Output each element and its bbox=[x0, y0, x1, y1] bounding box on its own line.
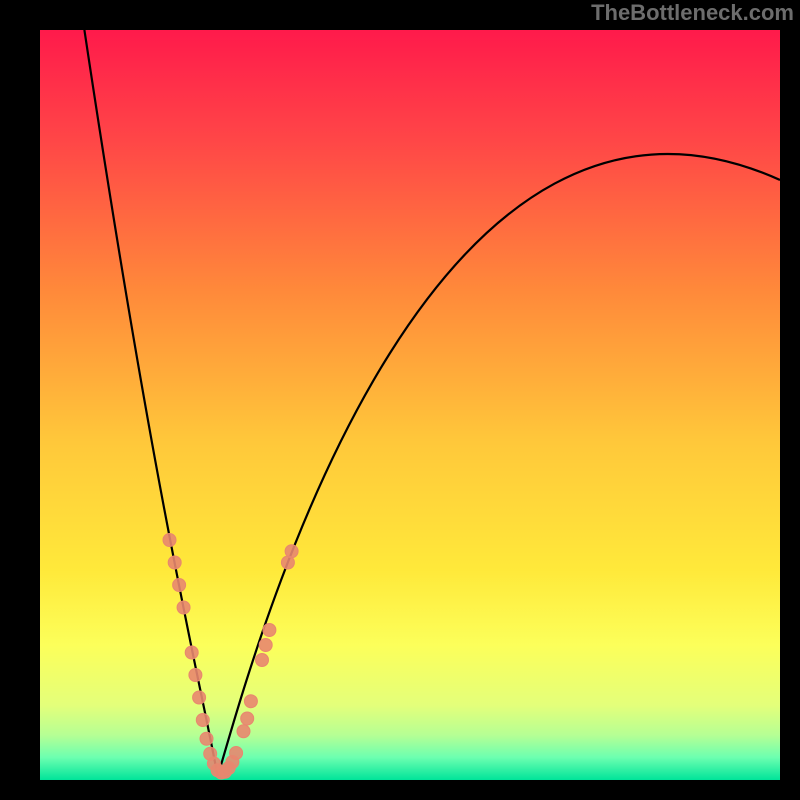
plot-background bbox=[40, 30, 780, 780]
data-marker bbox=[168, 556, 181, 569]
data-marker bbox=[189, 669, 202, 682]
data-marker bbox=[237, 725, 250, 738]
data-marker bbox=[244, 695, 257, 708]
data-marker bbox=[256, 654, 269, 667]
data-marker bbox=[241, 712, 254, 725]
data-marker bbox=[196, 714, 209, 727]
data-marker bbox=[193, 691, 206, 704]
data-marker bbox=[185, 646, 198, 659]
data-marker bbox=[173, 579, 186, 592]
data-marker bbox=[177, 601, 190, 614]
data-marker bbox=[230, 747, 243, 760]
plot-area bbox=[40, 30, 780, 780]
data-marker bbox=[263, 624, 276, 637]
data-marker bbox=[285, 545, 298, 558]
chart-frame: TheBottleneck.com bbox=[0, 0, 800, 800]
data-marker bbox=[163, 534, 176, 547]
data-marker bbox=[200, 732, 213, 745]
data-marker bbox=[259, 639, 272, 652]
watermark-text: TheBottleneck.com bbox=[591, 0, 794, 26]
